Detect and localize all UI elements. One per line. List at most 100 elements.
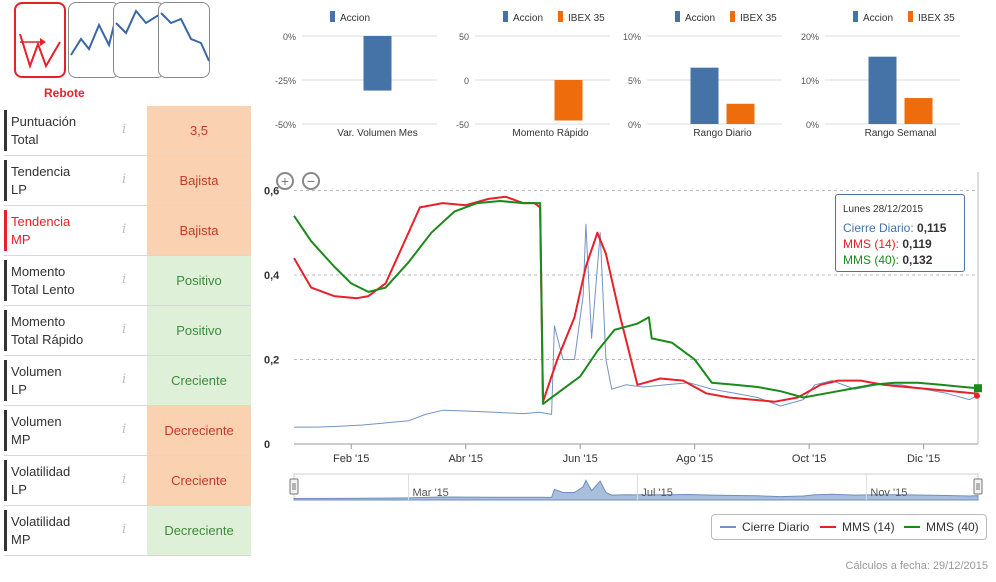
indicator-label-line2: Total Lento <box>11 282 75 297</box>
indicator-label: Volatilidad MP <box>11 513 111 549</box>
trend-pattern-icon <box>160 12 210 62</box>
legend-item-cierre[interactable]: Cierre Diario <box>720 520 809 534</box>
indicator-value: 3,5 <box>147 106 251 155</box>
zoom-out-icon[interactable]: − <box>302 172 320 190</box>
rebote-pattern-icon <box>19 33 61 70</box>
info-icon[interactable]: i <box>122 522 127 537</box>
indicator-marker <box>4 110 7 151</box>
x-tick-label: Dic '15 <box>907 453 940 465</box>
indicator-label-line1: Momento <box>11 314 66 329</box>
category-label: Rango Semanal <box>865 128 937 139</box>
trend-pattern-icon <box>70 12 118 56</box>
legend-swatch <box>720 526 736 528</box>
legend-item-mms14[interactable]: MMS (14) <box>820 520 895 534</box>
legend-swatch <box>558 11 563 22</box>
navigator-handle-right[interactable] <box>973 478 983 495</box>
indicator-label: Volatilidad LP <box>11 463 111 499</box>
info-icon[interactable]: i <box>122 172 127 187</box>
indicator-value: Decreciente <box>147 406 251 455</box>
mms14-line <box>293 195 979 403</box>
indicator-label-line1: Volatilidad <box>11 514 71 529</box>
legend-swatch <box>904 526 920 528</box>
indicator-label-line1: Volumen <box>11 414 62 429</box>
indicator-marker <box>4 510 7 551</box>
mms40-marker <box>974 384 982 393</box>
info-icon[interactable]: i <box>122 272 127 287</box>
zoom-in-icon[interactable]: + <box>276 172 294 190</box>
indicator-label: Puntuación Total <box>11 113 111 149</box>
mini-bar-chart: Accion 0% -25% -50% Var. Volumen Mes <box>275 11 437 139</box>
tick-label: -25% <box>275 76 296 86</box>
info-icon[interactable]: i <box>122 372 127 387</box>
legend-label: Accion <box>863 13 893 24</box>
indicator-label-line2: LP <box>11 382 27 397</box>
legend-swatch <box>330 11 335 22</box>
price-line-chart[interactable]: 0 0,2 0,4 0,6 Feb '15 Abr '15 Jun '15 Ago '15 Oc… <box>258 160 994 512</box>
navigator-label: Nov '15 <box>870 487 907 499</box>
indicator-label-line1: Volatilidad <box>11 464 71 479</box>
indicator-value: Bajista <box>147 156 251 205</box>
tick-label: 20% <box>801 32 819 42</box>
info-icon[interactable]: i <box>122 422 127 437</box>
x-tick-label: Jun '15 <box>563 453 598 465</box>
indicator-label-line1: Tendencia <box>11 164 71 179</box>
indicator-row: Volatilidad LP i Creciente <box>4 456 251 506</box>
indicator-label-line2: MP <box>11 232 31 247</box>
indicator-marker <box>4 460 7 501</box>
x-tick-label: Abr '15 <box>448 453 483 465</box>
x-tick-label: Oct '15 <box>792 453 827 465</box>
navigator-handle-left[interactable] <box>289 478 299 495</box>
indicator-value: Creciente <box>147 356 251 405</box>
bar <box>554 80 583 121</box>
pattern-rebote-thumb[interactable] <box>14 2 66 78</box>
x-tick-label: Ago '15 <box>676 453 713 465</box>
handle-grip <box>289 478 299 495</box>
legend-swatch <box>730 11 735 22</box>
category-label: Var. Volumen Mes <box>337 128 417 139</box>
indicator-value: Creciente <box>147 456 251 505</box>
legend-label: Accion <box>513 13 543 24</box>
indicator-row: Volumen LP i Creciente <box>4 356 251 406</box>
indicator-marker <box>4 210 7 251</box>
indicator-row: Tendencia LP i Bajista <box>4 156 251 206</box>
bar <box>904 98 933 124</box>
handle-grip <box>973 478 983 495</box>
legend-label: IBEX 35 <box>918 13 955 24</box>
navigator-label: Jul '15 <box>641 487 672 499</box>
mms40-line <box>293 200 979 405</box>
pattern-thumb-4[interactable] <box>158 2 210 78</box>
tick-label: 5% <box>628 76 641 86</box>
info-icon[interactable]: i <box>122 472 127 487</box>
tick-label: -50% <box>275 120 296 130</box>
indicator-label-line2: Total <box>11 132 39 147</box>
tooltip-row-mms40: MMS (40): 0,132 <box>843 253 933 267</box>
indicator-label-line1: Tendencia <box>11 214 71 229</box>
info-icon[interactable]: i <box>122 222 127 237</box>
mini-bar-chart: Accion IBEX 35 20% 10% 0% Rango Semanal <box>801 11 960 139</box>
bar <box>690 67 719 124</box>
legend-swatch <box>820 526 836 528</box>
indicator-row: Volumen MP i Decreciente <box>4 406 251 456</box>
indicator-marker <box>4 410 7 451</box>
legend-label: Accion <box>340 13 370 24</box>
indicator-label-line2: LP <box>11 182 27 197</box>
legend-swatch <box>675 11 680 22</box>
indicator-label: Momento Total Lento <box>11 263 111 299</box>
info-icon[interactable]: i <box>122 322 127 337</box>
indicator-value: Bajista <box>147 206 251 255</box>
tick-label: 10% <box>801 76 819 86</box>
legend-swatch <box>503 11 508 22</box>
y-tick-label: 0,6 <box>264 185 279 197</box>
tick-label: 0% <box>628 120 641 130</box>
legend-item-mms40[interactable]: MMS (40) <box>904 520 979 534</box>
indicator-label: Tendencia LP <box>11 163 111 199</box>
bar <box>363 36 392 91</box>
indicator-label-line1: Volumen <box>11 364 62 379</box>
indicator-label-line2: MP <box>11 432 31 447</box>
indicator-row: Momento Total Lento i Positivo <box>4 256 251 306</box>
info-icon[interactable]: i <box>122 122 127 137</box>
tooltip-date: Lunes 28/12/2015 <box>843 204 924 215</box>
legend-label: IBEX 35 <box>568 13 605 24</box>
indicator-label: Tendencia MP <box>11 213 111 249</box>
indicator-label-line1: Puntuación <box>11 114 77 129</box>
